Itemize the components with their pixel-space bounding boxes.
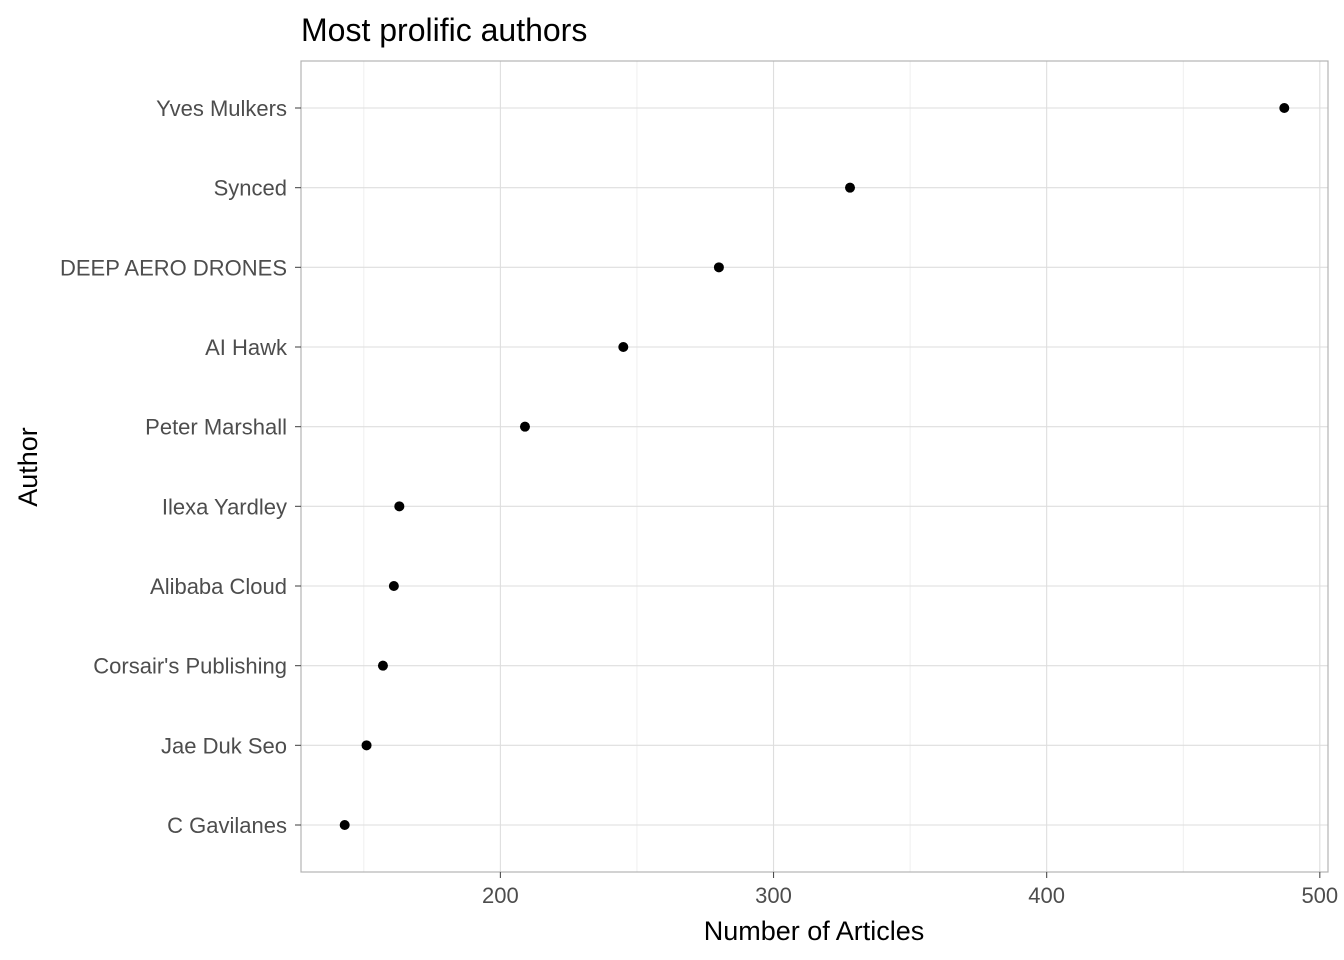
axis-ticks: 200 300 400 500 Yves Mulkers Synced DEEP AERO …: [60, 96, 1338, 908]
grid: [301, 61, 1328, 872]
x-tick-label: 200: [482, 883, 519, 908]
data-point: [519, 421, 530, 432]
y-tick-label: Yves Mulkers: [156, 96, 287, 121]
data-point: [845, 182, 856, 193]
data-point: [618, 342, 629, 352]
y-tick-label: C Gavilanes: [167, 813, 287, 838]
data-point: [361, 740, 372, 751]
chart-title: Most prolific authors: [301, 12, 587, 48]
data-point: [388, 581, 399, 591]
x-tick-label: 300: [755, 883, 792, 908]
data-point: [377, 660, 388, 671]
y-tick-label: DEEP AERO DRONES: [60, 255, 287, 280]
x-tick-label: 400: [1028, 883, 1065, 908]
y-tick-label: Synced: [214, 176, 287, 201]
y-tick-label: Ilexa Yardley: [162, 494, 287, 519]
y-tick-label: Peter Marshall: [145, 415, 287, 440]
x-tick-label: 500: [1301, 883, 1338, 908]
x-axis-title: Number of Articles: [704, 916, 925, 946]
plot-panel-border: [300, 60, 1329, 873]
data-points: [339, 103, 1290, 830]
y-tick-label: AI Hawk: [205, 335, 288, 360]
data-point: [1279, 103, 1290, 113]
data-point: [394, 501, 405, 512]
y-tick-label: Alibaba Cloud: [150, 574, 287, 599]
y-tick-label: Jae Duk Seo: [161, 733, 287, 758]
y-axis-title: Author: [13, 427, 43, 507]
y-tick-label: Corsair's Publishing: [93, 654, 287, 679]
data-point: [713, 262, 724, 273]
data-point: [339, 820, 350, 830]
